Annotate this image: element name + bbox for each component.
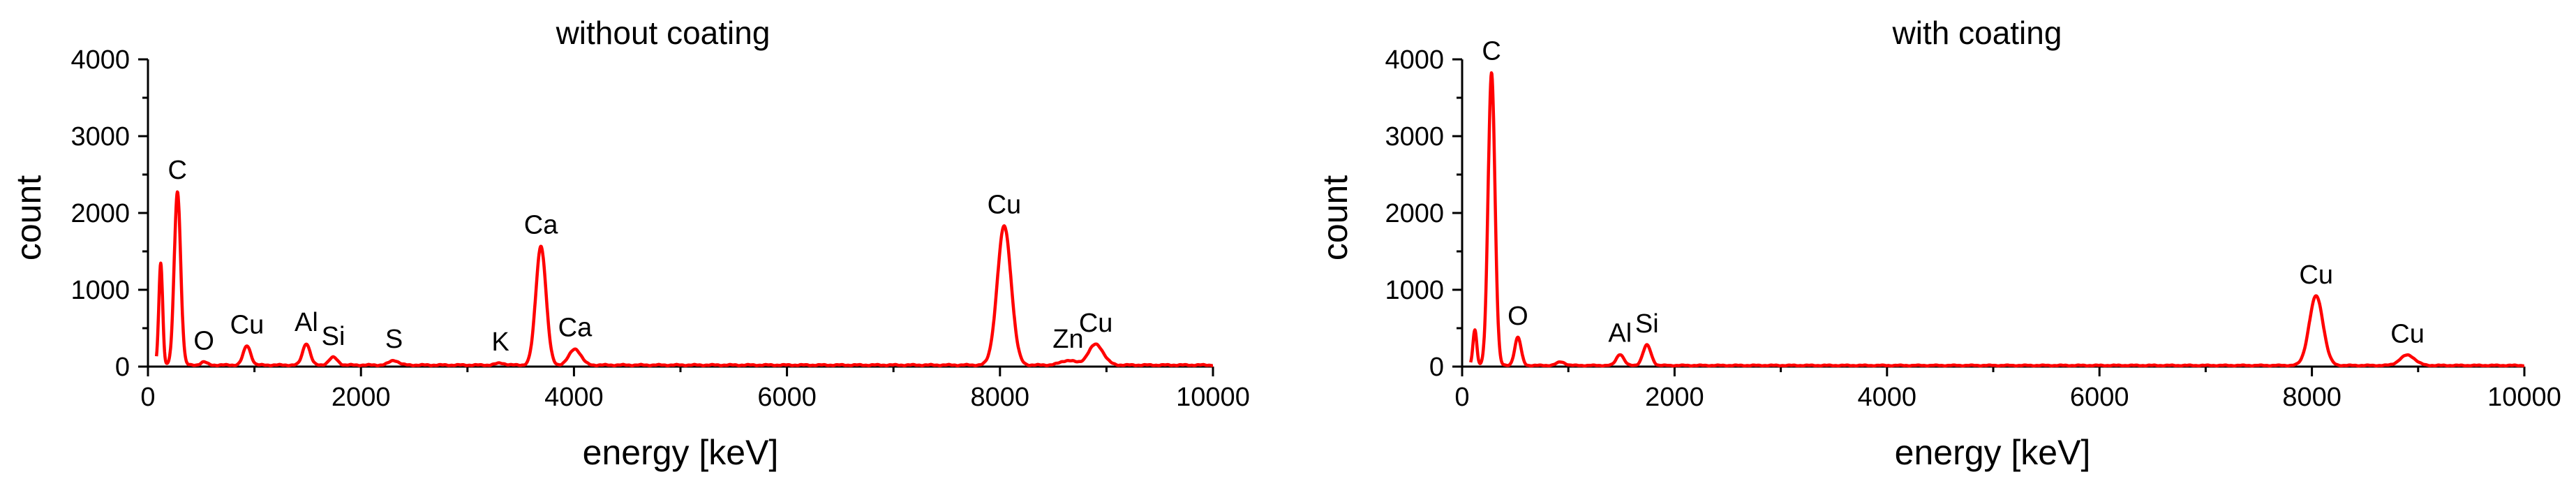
spectrum-line bbox=[1469, 71, 2526, 368]
peak-label: Zn bbox=[1052, 325, 1083, 354]
peak-label: Cu bbox=[988, 191, 1022, 220]
peak-label: Al bbox=[1608, 318, 1632, 348]
peak-label: Cu bbox=[1079, 309, 1113, 338]
x-tick-label: 0 bbox=[140, 383, 155, 412]
spectrum-panel-with-coating: with coating energy [keV] count 0 1000 200… bbox=[1316, 15, 2561, 472]
x-axis-label: energy [keV] bbox=[1895, 433, 2091, 472]
y-tick-label: 2000 bbox=[1385, 199, 1444, 228]
x-tick-label: 0 bbox=[1454, 383, 1469, 412]
chart-title: with coating bbox=[1892, 15, 2062, 51]
y-axis-label: count bbox=[9, 175, 48, 260]
peak-label: Cu bbox=[230, 310, 265, 339]
y-tick-label: 3000 bbox=[1385, 122, 1444, 152]
chart-title: without coating bbox=[556, 15, 770, 51]
peak-label: Al bbox=[295, 308, 318, 337]
y-tick-label: 4000 bbox=[1385, 45, 1444, 75]
x-tick-label: 4000 bbox=[1858, 383, 1917, 412]
peak-label: C bbox=[168, 156, 187, 185]
peak-label: Cu bbox=[2390, 320, 2425, 349]
peak-label: Si bbox=[322, 322, 345, 351]
peak-label: Cu bbox=[2299, 260, 2333, 290]
x-tick-label: 8000 bbox=[2282, 383, 2342, 412]
peak-label: Si bbox=[1635, 309, 1659, 339]
y-tick-label: 0 bbox=[115, 353, 130, 382]
x-tick-label: 10000 bbox=[1176, 383, 1250, 412]
peak-label: S bbox=[385, 325, 403, 354]
x-tick-label: 10000 bbox=[2487, 383, 2561, 412]
y-tick-label: 2000 bbox=[70, 199, 130, 228]
x-tick-label: 2000 bbox=[1645, 383, 1704, 412]
x-tick-label: 8000 bbox=[971, 383, 1030, 412]
y-tick-label: 4000 bbox=[70, 45, 130, 75]
peak-label: Ca bbox=[558, 314, 593, 343]
peak-label: Ca bbox=[524, 210, 558, 240]
y-axis-label: count bbox=[1316, 175, 1355, 260]
x-tick-label: 2000 bbox=[332, 383, 391, 412]
x-axis-label: energy [keV] bbox=[583, 433, 779, 472]
peak-label: C bbox=[1482, 37, 1501, 66]
y-tick-label: 1000 bbox=[1385, 276, 1444, 305]
x-tick-label: 6000 bbox=[757, 383, 817, 412]
peak-label: K bbox=[491, 327, 509, 357]
spectrum-panel-without-coating: without coating energy [keV] count 0 1000… bbox=[9, 15, 1250, 472]
peak-label: O bbox=[193, 326, 214, 355]
spectrum-line bbox=[154, 190, 1214, 367]
y-tick-label: 3000 bbox=[70, 122, 130, 152]
x-tick-label: 6000 bbox=[2070, 383, 2129, 412]
x-tick-label: 4000 bbox=[544, 383, 604, 412]
y-tick-label: 1000 bbox=[70, 276, 130, 305]
peak-label: O bbox=[1507, 302, 1528, 331]
y-tick-label: 0 bbox=[1429, 353, 1444, 382]
